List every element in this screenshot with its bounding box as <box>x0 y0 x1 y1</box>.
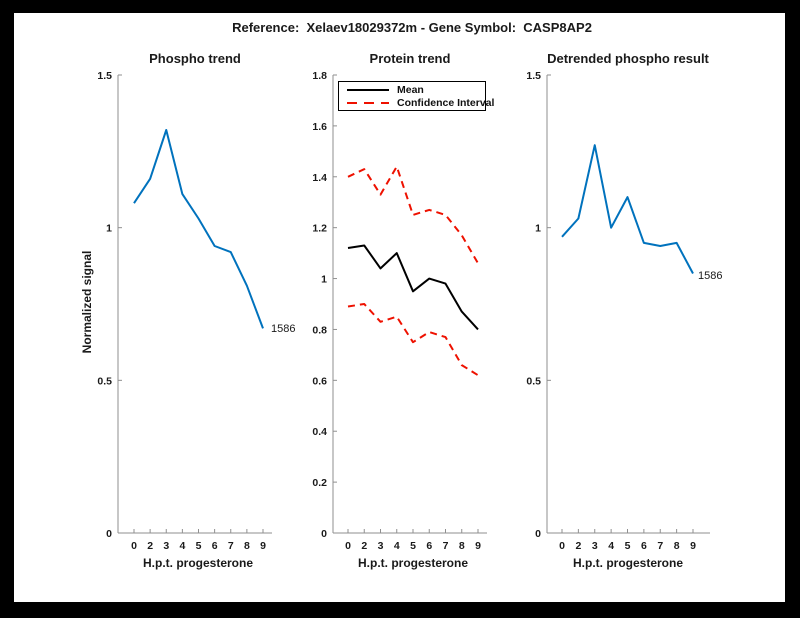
y-tick-label: 1 <box>535 223 541 235</box>
subplot3-x-axis-label: H.p.t. progesterone <box>572 556 684 570</box>
x-tick-label: 6 <box>426 540 432 552</box>
y-tick-label: 0.6 <box>312 375 327 387</box>
x-tick-label: 4 <box>179 540 185 552</box>
legend-label-confidence-interval: Confidence Interval <box>397 96 495 109</box>
y-tick-label: 1.8 <box>312 70 327 82</box>
x-tick-label: 3 <box>163 540 169 552</box>
subplot-2: 0 2 3 4 5 6 7 8 900.20.40.60.811.21.41.61.8 <box>312 70 487 552</box>
x-tick-label: 8 <box>459 540 465 552</box>
legend-label-mean: Mean <box>397 83 424 96</box>
x-tick-label: 0 <box>345 540 351 552</box>
y-tick-label: 1.5 <box>526 70 541 82</box>
y-tick-label: 1.2 <box>312 223 327 235</box>
y-tick-label: 0.4 <box>312 426 327 438</box>
x-tick-label: 7 <box>443 540 449 552</box>
x-tick-label: 6 <box>212 540 218 552</box>
x-tick-label: 9 <box>690 540 696 552</box>
y-tick-label: 0 <box>535 528 541 540</box>
y-tick-label: 0.2 <box>312 477 327 489</box>
subplot3-title: Detrended phospho result <box>547 51 709 66</box>
x-tick-label: 2 <box>147 540 153 552</box>
y-tick-label: 0.5 <box>97 375 112 387</box>
x-tick-label: 5 <box>410 540 416 552</box>
subplot-3: 0 2 3 4 5 6 7 8 900.511.5 <box>526 70 710 552</box>
legend-box: Mean Confidence Interval <box>338 81 494 111</box>
x-tick-label: 3 <box>378 540 384 552</box>
series-line-mean <box>347 244 479 331</box>
y-tick-label: 0.5 <box>526 375 541 387</box>
subplot1-series-end-label: 1586 <box>271 323 296 335</box>
series-line-detrended-phospho <box>561 144 694 274</box>
subplot1-x-axis-label: H.p.t. progesterone <box>142 556 254 570</box>
subplot1-title: Phospho trend <box>149 51 241 66</box>
subplot-1: 0 2 3 4 5 6 7 8 900.511.5 <box>97 70 272 552</box>
ci-line-icon <box>347 101 389 104</box>
x-tick-label: 9 <box>475 540 481 552</box>
x-tick-label: 2 <box>575 540 581 552</box>
x-tick-label: 4 <box>608 540 614 552</box>
x-tick-label: 5 <box>196 540 202 552</box>
x-tick-label: 6 <box>641 540 647 552</box>
x-tick-label: 9 <box>260 540 266 552</box>
series-line-phospho-signal <box>133 129 264 329</box>
x-tick-label: 4 <box>394 540 400 552</box>
mean-line-icon <box>347 88 389 91</box>
figure-canvas <box>14 13 785 602</box>
x-tick-label: 0 <box>131 540 137 552</box>
x-tick-label: 2 <box>361 540 367 552</box>
figure-title: Reference: Xelaev18029372m - Gene Symbol… <box>232 20 592 35</box>
subplot2-x-axis-label: H.p.t. progesterone <box>357 556 469 570</box>
y-tick-label: 0.8 <box>312 324 327 336</box>
legend-entry-confidence-interval: Confidence Interval <box>339 96 494 109</box>
y-tick-label: 1 <box>321 274 327 286</box>
y-tick-label: 1.4 <box>312 172 327 184</box>
subplot3-series-end-label: 1586 <box>698 270 723 282</box>
x-tick-label: 3 <box>592 540 598 552</box>
x-tick-label: 5 <box>625 540 631 552</box>
series-line-confidence-interval-lower <box>347 303 479 377</box>
legend-entry-mean: Mean <box>339 83 485 96</box>
y-tick-label: 1.5 <box>97 70 112 82</box>
subplot2-title: Protein trend <box>369 51 451 66</box>
x-tick-label: 8 <box>244 540 250 552</box>
x-tick-label: 7 <box>657 540 663 552</box>
y-tick-label: 0 <box>106 528 112 540</box>
series-line-confidence-interval-upper <box>347 165 479 264</box>
y-tick-label: 0 <box>321 528 327 540</box>
x-tick-label: 7 <box>228 540 234 552</box>
x-tick-label: 0 <box>559 540 565 552</box>
y-tick-label: 1.6 <box>312 121 327 133</box>
x-tick-label: 8 <box>674 540 680 552</box>
y-tick-label: 1 <box>106 223 112 235</box>
